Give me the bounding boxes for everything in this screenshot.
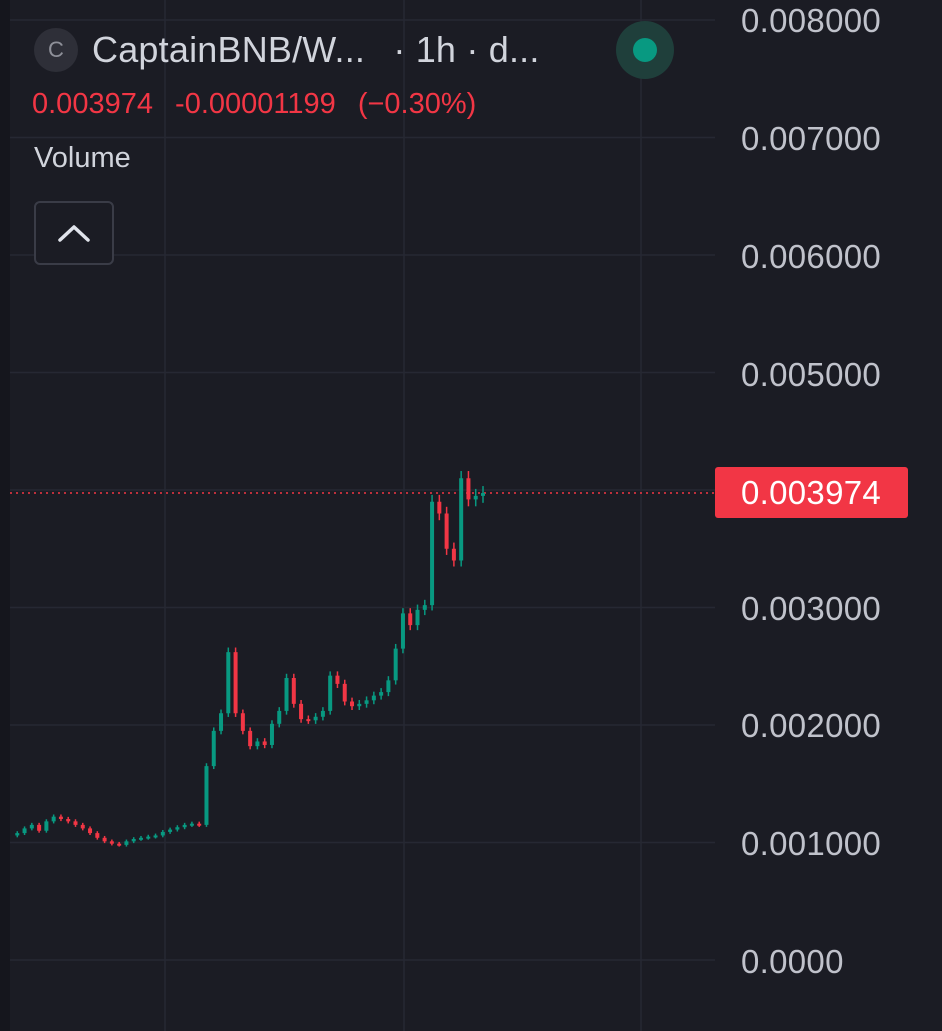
candle-body [473, 495, 478, 500]
candle-body [269, 723, 274, 745]
price-axis-label: 0.003000 [741, 590, 882, 627]
candle-body [233, 652, 238, 714]
candle-body [131, 838, 136, 842]
price-axis-label: 0.007000 [741, 120, 882, 157]
candle-body [204, 766, 209, 825]
collapse-legend-button[interactable] [34, 201, 114, 265]
candle-body [138, 837, 143, 840]
candle-body [299, 703, 304, 720]
price-change-value: -0.00001199 [175, 88, 336, 120]
candle-body [219, 713, 224, 731]
candle-body [320, 710, 325, 717]
candle-body [350, 701, 355, 707]
candle-body [313, 716, 318, 721]
candle-body [153, 835, 158, 838]
candle-body [189, 823, 194, 826]
price-axis-label: 0.002000 [741, 707, 882, 744]
candle-body [102, 837, 107, 842]
candle-body [226, 652, 231, 714]
price-axis-label: 0.0000 [741, 943, 844, 980]
price-axis-label: 0.001000 [741, 825, 882, 862]
candle-body [182, 824, 187, 828]
candle-body [248, 730, 253, 747]
candle-body [466, 478, 471, 500]
candle-body [88, 828, 93, 834]
candle-body [109, 841, 114, 844]
candle-body [175, 827, 180, 830]
volume-indicator-label[interactable]: Volume [34, 142, 131, 174]
candle-body [168, 829, 173, 832]
candle-body [197, 823, 202, 826]
candle-body [124, 841, 129, 845]
candle-body [371, 695, 376, 701]
candle-body [262, 741, 267, 745]
candle-body [37, 824, 42, 831]
candle-body [240, 713, 245, 731]
candle-body [58, 816, 63, 819]
candle-body [95, 833, 100, 838]
symbol-logo-icon: C [34, 28, 78, 72]
candle-body [364, 700, 369, 704]
candle-body [29, 824, 34, 829]
candle-body [117, 843, 122, 846]
price-legend: 0.003974 -0.00001199 (−0.30%) [32, 88, 490, 121]
candle-body [306, 719, 311, 722]
symbol-name: CaptainBNB/W... [92, 29, 366, 70]
candle-body [408, 613, 413, 626]
candle-body [415, 609, 420, 626]
market-open-dot-icon [633, 38, 657, 62]
candle-body [444, 513, 449, 549]
candle-body [15, 833, 20, 836]
candle-body [437, 501, 442, 514]
candle-body [430, 501, 435, 606]
candle-body [422, 605, 427, 610]
candle-layer [15, 471, 485, 847]
symbol-title[interactable]: CaptainBNB/W... · 1h · d... [92, 29, 540, 71]
candle-body [80, 824, 85, 829]
candle-body [357, 703, 362, 707]
price-axis-label: 0.006000 [741, 238, 882, 275]
price-axis-label: 0.005000 [741, 356, 882, 393]
candle-body [66, 819, 71, 822]
candle-body [328, 675, 333, 711]
candle-body [277, 710, 282, 724]
symbol-legend[interactable]: C CaptainBNB/W... · 1h · d... [34, 26, 540, 74]
candle-body [379, 692, 384, 696]
price-axis-label: 0.008000 [741, 2, 882, 39]
candle-body [51, 816, 56, 822]
candle-body [255, 741, 260, 747]
left-edge-strip [0, 0, 10, 1031]
price-change-percent: (−0.30%) [357, 88, 477, 120]
candle-body [335, 675, 340, 684]
candle-body [393, 648, 398, 681]
candle-body [459, 478, 464, 561]
candle-body [284, 678, 289, 711]
candle-body [451, 548, 456, 561]
chevron-up-icon [58, 225, 90, 242]
candle-body [291, 678, 296, 704]
last-price-tag: 0.003974 [715, 467, 908, 518]
candle-body [160, 831, 165, 836]
candle-body [22, 828, 27, 834]
candle-body [342, 683, 347, 702]
market-status-indicator[interactable] [616, 21, 674, 79]
candle-body [73, 821, 78, 825]
grid-layer [10, 0, 715, 1031]
candle-body [146, 836, 151, 839]
last-price-value: 0.003974 [32, 88, 153, 120]
symbol-interval: · 1h · d... [393, 29, 540, 70]
candle-body [400, 613, 405, 649]
candle-body [211, 730, 216, 767]
candle-body [481, 493, 485, 496]
candle-body [44, 821, 49, 831]
candle-body [386, 680, 391, 693]
